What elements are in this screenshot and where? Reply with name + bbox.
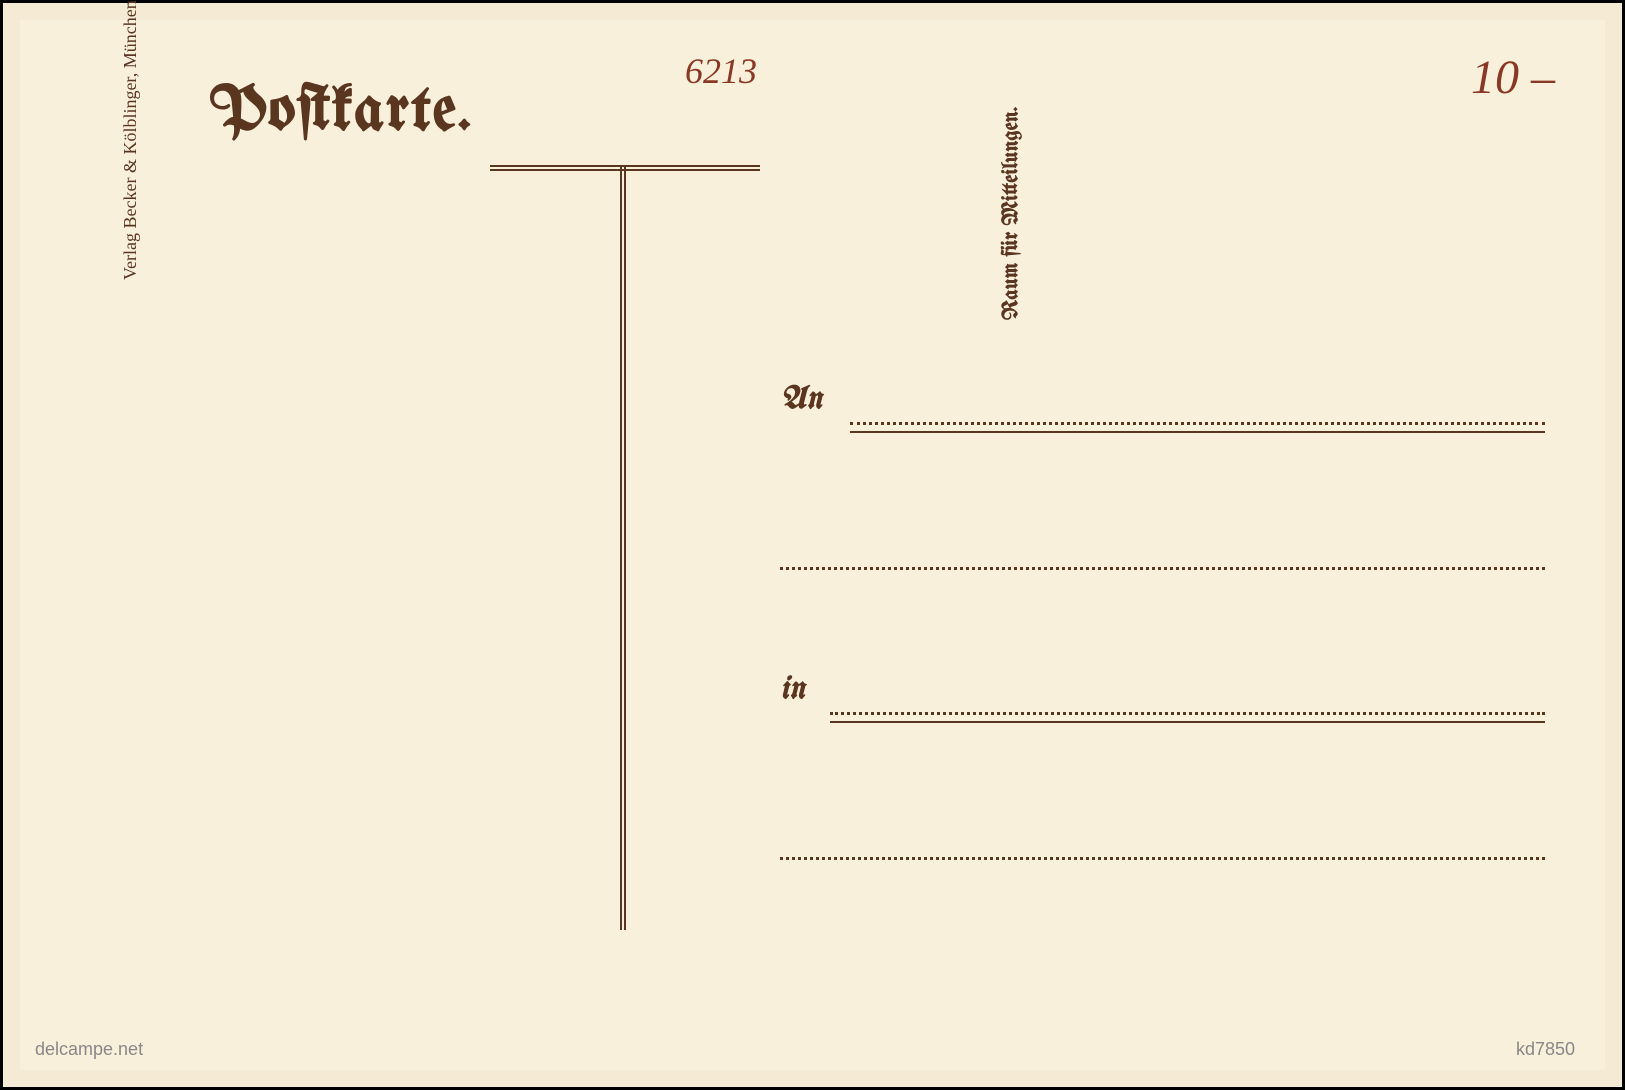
message-label-text: Raum für Mitteilungen.: [1000, 107, 1023, 320]
address-prefix-to: An: [780, 384, 822, 417]
address-solid-line-1: [850, 431, 1545, 433]
card-surface: Poſtkarte. 6213 10 – Verlag Becker & Köl…: [20, 20, 1605, 1070]
handwritten-catalog-number: 6213: [685, 50, 757, 92]
address-line-in: in: [780, 675, 1545, 715]
publisher-imprint: Verlag Becker & Kölblinger, München. Nr.…: [120, 0, 141, 280]
handwritten-price: 10 –: [1471, 50, 1555, 105]
address-line-4: [780, 820, 1545, 860]
address-line-2: [780, 530, 1545, 570]
address-section: An in: [780, 385, 1545, 965]
divider-vertical: [620, 165, 626, 930]
address-prefix-in: in: [780, 674, 805, 707]
postcard-title: Poſtkarte.: [210, 80, 473, 146]
address-solid-line-3: [830, 721, 1545, 723]
watermark-text: delcampe.net: [35, 1039, 143, 1060]
address-dotted-line-1: [850, 422, 1545, 425]
address-dotted-line-4: [780, 857, 1545, 860]
footer-id: kd7850: [1516, 1039, 1575, 1060]
address-line-to: An: [780, 385, 1545, 425]
address-dotted-line-3: [830, 712, 1545, 715]
address-dotted-line-2: [780, 567, 1545, 570]
message-area-label: Raum für Mitteilungen.: [660, 107, 683, 320]
publisher-text: Verlag Becker & Kölblinger, München. Nr.…: [120, 0, 140, 280]
